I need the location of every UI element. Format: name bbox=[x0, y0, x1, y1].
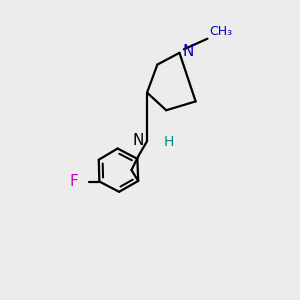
Text: H: H bbox=[163, 135, 174, 149]
Text: F: F bbox=[69, 174, 78, 189]
Text: CH₃: CH₃ bbox=[209, 25, 232, 38]
Text: N: N bbox=[183, 44, 194, 59]
Text: N: N bbox=[132, 133, 143, 148]
